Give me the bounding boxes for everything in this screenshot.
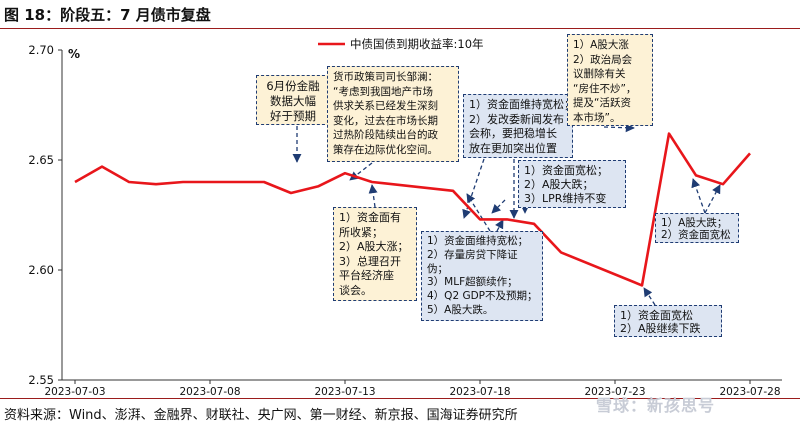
line-chart: % 2.70 2.65 2.60 2.55 2023-07-03 2023-07-08 2… <box>28 37 782 396</box>
annotation-line: 3）总理召开 <box>339 254 401 268</box>
annotation-arrow <box>495 219 504 232</box>
x-tick-label: 2023-07-23 <box>584 386 645 396</box>
annotation-line: 2）A股继续下跌 <box>620 322 701 335</box>
annotation-line: 所收紧； <box>339 225 383 239</box>
annotation-line: 会称，要把稳增长 <box>469 127 557 140</box>
annotation-line: 3）MLF超额续作； <box>427 276 518 289</box>
x-tick-label: 2023-07-28 <box>719 386 780 396</box>
annotation-line: 变化，过去在市场长期 <box>333 114 438 127</box>
x-tick-label: 2023-07-18 <box>449 386 510 396</box>
annotation-arrow <box>691 178 706 214</box>
annotation-arrow <box>462 158 485 219</box>
annotation-line: 1）资金面宽松 <box>620 309 693 322</box>
annotation-line: 好于预期 <box>270 109 316 123</box>
annotation-arrow <box>466 193 491 232</box>
annotation-line: 平台经济座 <box>339 269 394 282</box>
annotation-line: 数据大幅 <box>270 94 316 108</box>
annotation-line: 1）资金面宽松； <box>524 164 608 177</box>
annotation-line: 2）资金面宽松 <box>661 229 731 241</box>
y-tick-label: 2.60 <box>28 263 54 277</box>
annotation-line: 策存在边际优化空间。 <box>333 143 438 156</box>
annotation-line: 1）A股大涨 <box>573 39 629 51</box>
x-tick-label: 2023-07-13 <box>314 386 375 396</box>
legend-label: 中债国债到期收益率:10年 <box>350 37 484 51</box>
annotation-pboc-property-policy: 货币政策司司长邹澜： “考虑到我国地产市场 供求关系已经发生深刻 变化，过去在市… <box>327 66 459 162</box>
annotation-line: 1）资金面维持宽松； <box>469 98 575 111</box>
annotation-line: 4）Q2 GDP不及预期； <box>427 290 538 303</box>
x-tick-label: 2023-07-03 <box>44 386 105 396</box>
annotation-line: 提及“活跃资 <box>573 97 631 109</box>
x-tick-label: 2023-07-08 <box>179 386 240 396</box>
annotation-arrow <box>643 287 656 306</box>
y-tick-label: 2.55 <box>28 373 54 387</box>
annotation-arrow <box>491 199 506 214</box>
annotation-line: “考虑到我国地产市场 <box>333 85 433 98</box>
y-tick-label: 2.70 <box>28 43 54 57</box>
source-rule <box>0 398 800 399</box>
annotation-line: 6月份金融 <box>266 79 320 93</box>
series-line-cgb-10y <box>74 132 751 287</box>
annotation-line: “房住不炒”， <box>573 82 637 95</box>
annotation-ndrc-stable-growth: 1）资金面维持宽松； 2）发改委新闻发布 会称，要把稳增长 放在更加突出位置 <box>463 94 575 158</box>
annotation-arrow <box>368 184 378 208</box>
annotation-line: 谈会。 <box>339 283 372 297</box>
annotation-mlf-gdp: 1）资金面维持宽松； 2）存量房贷下降证 伪； 3）MLF超额续作； 4）Q2 … <box>421 231 543 321</box>
annotation-june-financial-data: 6月份金融 数据大幅 好于预期 <box>256 75 330 125</box>
annotation-line: 1）资金面有 <box>339 211 401 224</box>
annotation-line: 放在更加突出位置 <box>469 141 557 155</box>
figure-title: 图 18：阶段五：7 月债市复盘 <box>4 6 211 24</box>
annotation-line: 供求关系已经发生深刻 <box>333 100 438 112</box>
annotation-line: 2）A股大涨； <box>339 240 409 253</box>
annotation-line: 2）A股大跌； <box>524 178 594 191</box>
annotation-continued-drop: 1）资金面宽松 2）A股继续下跌 <box>614 305 722 337</box>
y-tick-label: 2.65 <box>28 153 54 167</box>
annotation-line: 议删除有关 <box>573 68 626 80</box>
annotation-line: 2）发改委新闻发布 <box>469 112 564 126</box>
annotation-line: 2）政治局会 <box>573 53 633 66</box>
title-rule <box>0 28 800 29</box>
annotation-funding-tightened: 1）资金面有 所收紧； 2）A股大涨； 3）总理召开 平台经济座 谈会。 <box>333 207 417 301</box>
annotation-arrow <box>704 184 721 214</box>
annotation-politburo-meeting: 1）A股大涨 2）政治局会 议删除有关 “房住不炒”， 提及“活跃资 本市场”。 <box>567 34 653 126</box>
annotation-lpr-unchanged: 1）资金面宽松； 2）A股大跌； 3）LPR维持不变 <box>518 160 626 208</box>
annotation-line: 1）A股大跌； <box>661 217 728 229</box>
annotation-stock-drop: 1）A股大跌； 2）资金面宽松 <box>655 213 739 243</box>
annotation-line: 1）资金面维持宽松； <box>427 235 529 247</box>
annotation-line: 5）A股大跌。 <box>427 303 494 316</box>
watermark: 雪球：新孩思号 <box>596 396 716 415</box>
annotation-line: 过热阶段陆续出台的政 <box>333 129 438 141</box>
annotation-line: 货币政策司司长邹澜： <box>333 71 438 83</box>
annotation-line: 本市场”。 <box>573 111 621 124</box>
annotation-line: 伪； <box>427 262 448 275</box>
y-axis-unit: % <box>68 47 80 61</box>
annotation-line: 2）存量房贷下降证 <box>427 248 518 261</box>
annotation-arrow <box>603 123 635 133</box>
source-note: 资料来源：Wind、澎湃、金融界、财联社、央广网、第一财经、新京报、国海证券研究… <box>4 408 518 423</box>
annotation-line: 3）LPR维持不变 <box>524 192 607 205</box>
